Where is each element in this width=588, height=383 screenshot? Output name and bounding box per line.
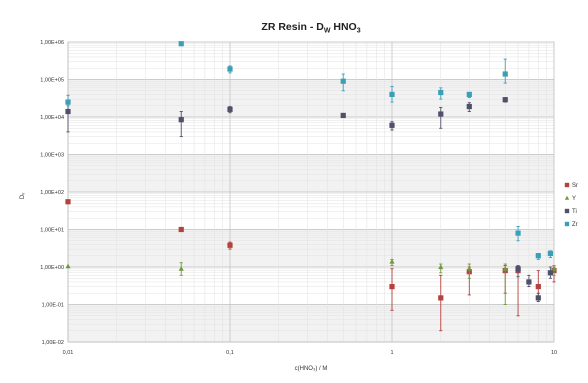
legend-item-ti: Ti (564, 208, 577, 215)
data-point (227, 66, 233, 72)
data-point (178, 41, 184, 47)
data-point (466, 103, 472, 110)
legend: Sr Y Ti Zr (564, 182, 578, 228)
legend-label: Sr (572, 183, 578, 189)
data-point (438, 89, 444, 96)
data-point (502, 71, 508, 77)
data-point (178, 266, 184, 271)
data-point (227, 242, 233, 248)
data-point (178, 226, 184, 233)
data-point (466, 91, 472, 98)
data-point (389, 258, 395, 264)
chart-title-subscript: W (324, 28, 331, 35)
data-point (502, 97, 508, 103)
chart-title-tail: HNO (330, 21, 356, 33)
y-tick-label: 1,00E+03 (40, 153, 64, 159)
data-point (535, 284, 541, 290)
data-point (535, 253, 541, 259)
chart-title: ZR Resin - DW HNO3 (261, 21, 360, 35)
chart-title-subscript-2: 3 (357, 28, 361, 35)
y-tick-label: 1,00E+06 (40, 40, 64, 46)
data-point (65, 99, 71, 105)
legend-item-sr: Sr (564, 182, 578, 189)
series-y (65, 258, 557, 305)
plot-area-border (67, 41, 555, 343)
data-point (515, 266, 521, 272)
y-tick-label: 1,00E+00 (40, 265, 64, 271)
decade-band (68, 304, 554, 342)
decade-band (68, 154, 554, 192)
x-axis-label: c(HNO₃) / M (295, 366, 328, 372)
data-point (178, 117, 184, 123)
legend-marker (564, 182, 570, 188)
legend-label: Zr (572, 222, 578, 228)
data-point (438, 264, 444, 270)
data-point (340, 78, 346, 84)
legend-label: Ti (572, 209, 577, 215)
data-point (65, 263, 71, 269)
data-point (389, 91, 395, 98)
y-tick-label: 1,00E+04 (40, 115, 64, 121)
plot-grid (67, 42, 554, 343)
series-ti (65, 97, 553, 302)
series-zr (65, 41, 553, 260)
chart-title-main: ZR Resin - D (261, 21, 324, 33)
data-point (340, 112, 346, 119)
data-point (547, 250, 553, 257)
y-tick-label: 1,00E-01 (42, 303, 64, 309)
data-point (389, 284, 395, 290)
y-tick-label: 1,00E+01 (40, 228, 64, 234)
data-point (65, 199, 71, 205)
plot-bands (68, 79, 554, 342)
series-layer (65, 41, 557, 332)
legend-marker (564, 221, 570, 227)
y-tick-label: 1,00E-02 (42, 340, 64, 346)
data-point (65, 108, 71, 115)
x-tick-label: 10 (551, 350, 557, 356)
x-tick-label: 0,01 (63, 350, 74, 356)
data-point (551, 266, 557, 271)
x-tick-label: 1 (390, 350, 393, 356)
legend-marker (564, 208, 570, 214)
legend-item-y: Y (564, 195, 576, 202)
data-point (547, 270, 553, 276)
data-point (526, 279, 532, 285)
data-point (438, 111, 444, 117)
data-point (515, 230, 521, 236)
data-point (227, 106, 233, 112)
x-tick-labels: 0,01 0,1 1 10 (63, 350, 557, 356)
data-point (502, 266, 508, 271)
y-tick-label: 1,00E+02 (40, 190, 64, 196)
decade-band (68, 229, 554, 267)
y-tick-label: 1,00E+05 (40, 78, 64, 84)
data-point (466, 266, 472, 271)
data-point (389, 122, 395, 128)
legend-marker (564, 195, 570, 200)
data-point (438, 295, 444, 301)
y-axis-label: Dᵥ (20, 193, 26, 199)
x-tick-label: 0,1 (226, 350, 234, 356)
y-tick-labels: 1,00E+06 1,00E+05 1,00E+04 1,00E+03 1,00E+02… (40, 40, 64, 346)
decade-band (68, 79, 554, 117)
legend-label: Y (572, 196, 576, 202)
data-point (535, 295, 541, 301)
legend-item-zr: Zr (564, 221, 578, 228)
